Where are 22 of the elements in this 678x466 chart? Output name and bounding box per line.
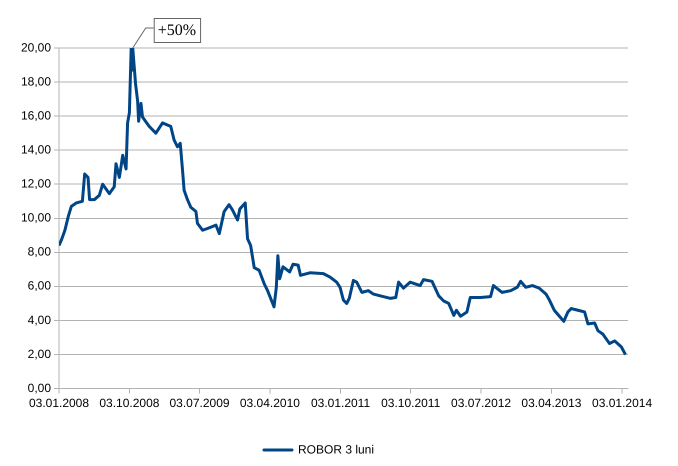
y-tick-label: 0,00 xyxy=(28,380,52,395)
y-tick-label: 12,00 xyxy=(20,176,52,191)
x-tick-label: 03.07.2009 xyxy=(169,396,230,410)
x-tick-label: 03.01.2014 xyxy=(592,396,652,410)
y-tick-label: 20,00 xyxy=(20,40,52,54)
x-tick-label: 03.01.2008 xyxy=(28,396,90,410)
y-tick-label: 14,00 xyxy=(20,142,52,156)
y-tick-label: 6,00 xyxy=(28,278,52,293)
y-tick-label: 18,00 xyxy=(20,74,52,88)
y-tick-label: 16,00 xyxy=(20,108,52,122)
x-tick-label: 03.01.2011 xyxy=(310,396,370,410)
y-tick-label: 2,00 xyxy=(28,346,52,361)
x-tick-label: 03.07.2012 xyxy=(451,396,512,410)
y-tick-label: 4,00 xyxy=(28,312,52,327)
x-tick-label: 03.10.2008 xyxy=(99,396,160,410)
legend-label: ROBOR 3 luni xyxy=(298,442,374,456)
x-tick-label: 03.04.2013 xyxy=(521,396,582,410)
annotation: +50% xyxy=(158,22,196,40)
y-tick-label: 8,00 xyxy=(28,244,52,259)
x-tick-label: 03.10.2011 xyxy=(381,396,441,410)
y-tick-label: 10,00 xyxy=(20,210,52,225)
x-tick-label: 03.04.2010 xyxy=(240,396,300,410)
